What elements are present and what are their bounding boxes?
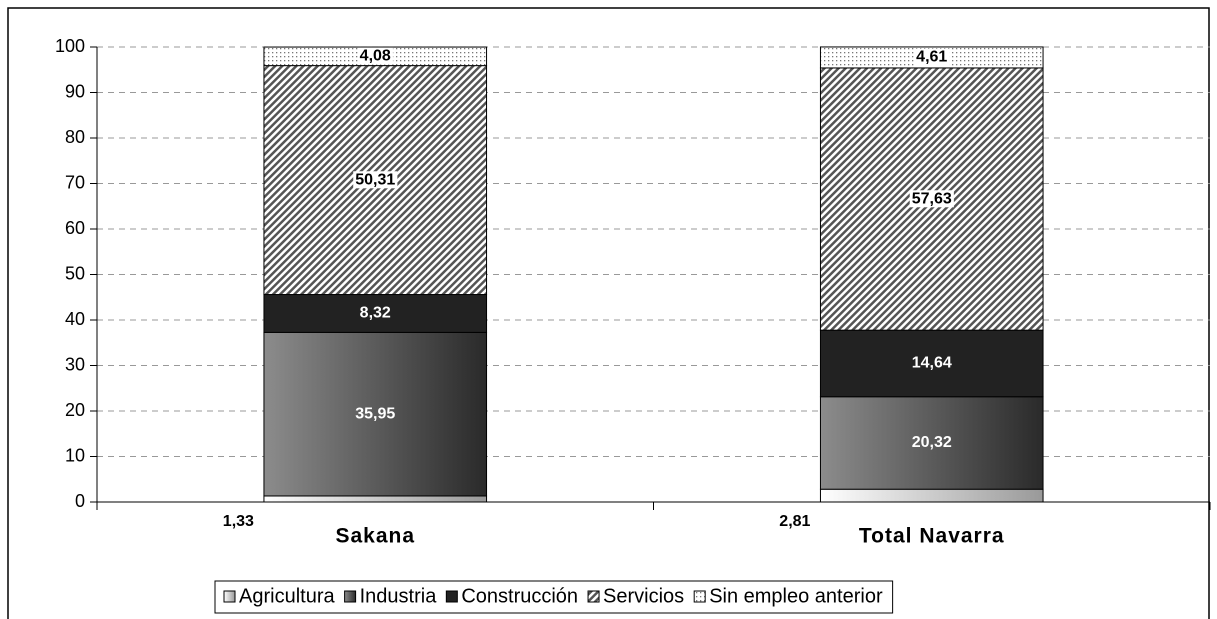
chart-border — [7, 7, 1210, 619]
legend-label: Sin empleo anterior — [709, 585, 883, 607]
data-label: 57,63 — [912, 190, 952, 207]
legend-swatch — [587, 590, 600, 603]
bar-segment — [819, 396, 1044, 490]
legend-swatch — [445, 590, 458, 603]
data-label: 1,33 — [223, 513, 254, 530]
bar-segment — [819, 329, 1044, 398]
legend-swatch — [693, 590, 706, 603]
data-label-bg — [357, 47, 393, 65]
data-label: 2,81 — [779, 513, 810, 530]
legend-label: Servicios — [603, 585, 684, 607]
legend-swatch — [344, 590, 357, 603]
legend-label: Industria — [360, 585, 438, 607]
data-label-bg — [909, 190, 954, 208]
legend-label: Agricultura — [239, 585, 335, 607]
legend-box — [214, 580, 894, 614]
y-tick-label: 60 — [65, 218, 85, 238]
y-tick-label: 20 — [65, 400, 85, 420]
data-label: 8,32 — [360, 305, 391, 322]
bar-segment — [263, 495, 488, 503]
y-tick-label: 80 — [65, 127, 85, 147]
x-tick-label: Total Navarra — [859, 525, 1005, 548]
data-label: 4,08 — [360, 48, 391, 65]
y-tick-label: 90 — [65, 81, 85, 101]
data-label: 20,32 — [912, 434, 952, 451]
bar-segment — [819, 488, 1044, 503]
bar-segment — [263, 331, 488, 497]
legend-label: Construcción — [461, 585, 578, 607]
y-tick-label: 100 — [55, 36, 85, 56]
y-tick-label: 40 — [65, 309, 85, 329]
x-tick-label: Sakana — [335, 525, 415, 548]
y-tick-label: 10 — [65, 445, 85, 465]
data-label: 14,64 — [912, 355, 952, 372]
data-label: 4,61 — [916, 49, 947, 66]
y-tick-label: 30 — [65, 354, 85, 374]
y-tick-label: 50 — [65, 263, 85, 283]
legend-swatch — [223, 590, 236, 603]
data-label-bg — [914, 48, 950, 66]
y-tick-label: 70 — [65, 172, 85, 192]
y-tick-label: 0 — [75, 491, 85, 511]
data-label-bg — [353, 171, 398, 189]
bar-segment — [263, 294, 488, 333]
data-label: 50,31 — [355, 171, 395, 188]
data-label: 35,95 — [355, 405, 395, 422]
